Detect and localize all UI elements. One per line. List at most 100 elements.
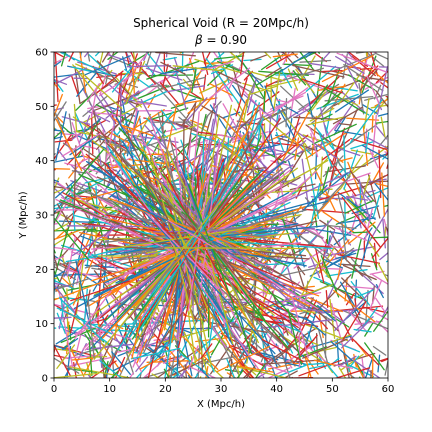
- trajectory-segment: [301, 309, 317, 314]
- trajectory-segment: [307, 116, 346, 126]
- trajectory-segment: [265, 53, 293, 70]
- trajectory-segment: [333, 116, 346, 136]
- trajectory-segment: [375, 120, 388, 124]
- chart-subtitle: β = 0.90: [194, 33, 247, 47]
- trajectory-segment: [292, 70, 307, 86]
- trajectory-segment: [237, 359, 255, 378]
- x-tick-label: 60: [382, 384, 395, 395]
- trajectory-segment: [276, 98, 281, 124]
- trajectory-segment: [60, 52, 111, 76]
- trajectory-segment: [283, 370, 298, 378]
- trajectory-segment: [196, 97, 203, 110]
- trajectory-segment: [71, 350, 85, 378]
- trajectory-segment: [339, 281, 361, 316]
- trajectory-segment: [87, 211, 245, 307]
- trajectory-segment: [344, 197, 347, 241]
- trajectory-segment: [54, 255, 65, 261]
- trajectory-segment: [302, 134, 345, 150]
- trajectory-segment: [60, 297, 64, 321]
- trajectory-segment: [54, 60, 62, 68]
- trajectory-segment: [202, 52, 209, 76]
- trajectory-segment: [86, 362, 92, 378]
- trajectory-segment: [363, 207, 373, 243]
- trajectory-segment: [370, 369, 372, 378]
- trajectory-segment: [318, 314, 324, 339]
- trajectory-segment: [124, 322, 128, 356]
- trajectory-segment: [54, 252, 59, 271]
- trajectory-segment: [343, 64, 384, 92]
- trajectory-segment: [347, 221, 376, 245]
- trajectory-segment: [193, 134, 219, 137]
- trajectory-segment: [85, 170, 98, 179]
- y-tick-label: 30: [35, 211, 48, 222]
- trajectory-segment: [243, 70, 254, 81]
- trajectory-segment: [55, 260, 70, 293]
- trajectory-segment: [69, 135, 98, 156]
- trajectory-segment: [64, 162, 107, 175]
- trajectory-segment: [147, 84, 168, 88]
- trajectory-segment: [217, 60, 240, 72]
- trajectory-segment: [125, 130, 210, 309]
- trajectory-segment: [167, 219, 319, 310]
- trajectory-segment: [341, 321, 369, 349]
- trajectory-segment: [74, 290, 112, 339]
- trajectory-segment: [85, 118, 102, 132]
- trajectory-segment: [368, 241, 380, 257]
- trajectory-segment: [380, 116, 386, 138]
- trajectory-segment: [188, 184, 253, 355]
- trajectory-segment: [335, 55, 365, 74]
- trajectory-segment: [324, 316, 327, 358]
- trajectory-segment: [93, 110, 101, 143]
- trajectory-segment: [150, 312, 183, 358]
- trajectory-segment: [374, 98, 388, 107]
- trajectory-segment: [201, 357, 225, 378]
- trajectory-segment: [359, 67, 379, 91]
- trajectory-segment: [314, 229, 338, 260]
- trajectory-segment: [98, 72, 136, 97]
- trajectory-segment: [234, 300, 303, 304]
- trajectory-segment: [71, 122, 86, 161]
- trajectory-segment: [298, 55, 316, 84]
- trajectory-segment: [101, 343, 122, 373]
- trajectory-segment: [320, 113, 333, 121]
- trajectory-segment: [167, 356, 171, 378]
- trajectory-segment: [55, 111, 67, 162]
- trajectory-segment: [273, 145, 288, 222]
- trajectory-segment: [56, 203, 71, 226]
- trajectory-segment: [54, 130, 63, 140]
- trajectory-segment: [125, 351, 135, 375]
- trajectory-segment: [94, 70, 124, 95]
- trajectory-segment: [75, 260, 91, 325]
- trajectory-segment: [380, 82, 388, 89]
- trajectory-segment: [375, 52, 388, 60]
- trajectory-segment: [267, 113, 272, 152]
- trajectory-segment: [317, 85, 346, 91]
- trajectory-segment: [369, 280, 383, 310]
- trajectory-segment: [295, 107, 311, 118]
- trajectory-segment: [175, 367, 181, 378]
- trajectory-segment: [124, 65, 138, 103]
- trajectory-segment: [98, 148, 102, 166]
- trajectory-segment: [350, 280, 371, 306]
- trajectory-segment: [245, 133, 286, 152]
- trajectory-segment: [341, 196, 382, 248]
- trajectory-segment: [213, 55, 245, 60]
- trajectory-segment: [299, 59, 332, 63]
- trajectory-segment: [306, 93, 313, 118]
- trajectory-segment: [242, 62, 265, 99]
- trajectory-segment: [96, 60, 130, 95]
- trajectory-segment: [372, 345, 387, 356]
- trajectory-segment: [54, 344, 71, 377]
- trajectory-segment: [331, 70, 351, 77]
- trajectory-segment: [87, 110, 111, 123]
- trajectory-segment: [107, 226, 255, 250]
- trajectory-segment: [54, 178, 105, 207]
- trajectory-segment: [376, 320, 388, 333]
- trajectory-segment: [142, 154, 153, 187]
- trajectory-segment: [177, 82, 190, 91]
- trajectory-segment: [86, 289, 91, 307]
- trajectory-segment: [359, 182, 362, 211]
- trajectory-segment: [54, 185, 70, 190]
- trajectory-segment: [139, 90, 168, 105]
- trajectory-segment: [72, 64, 98, 96]
